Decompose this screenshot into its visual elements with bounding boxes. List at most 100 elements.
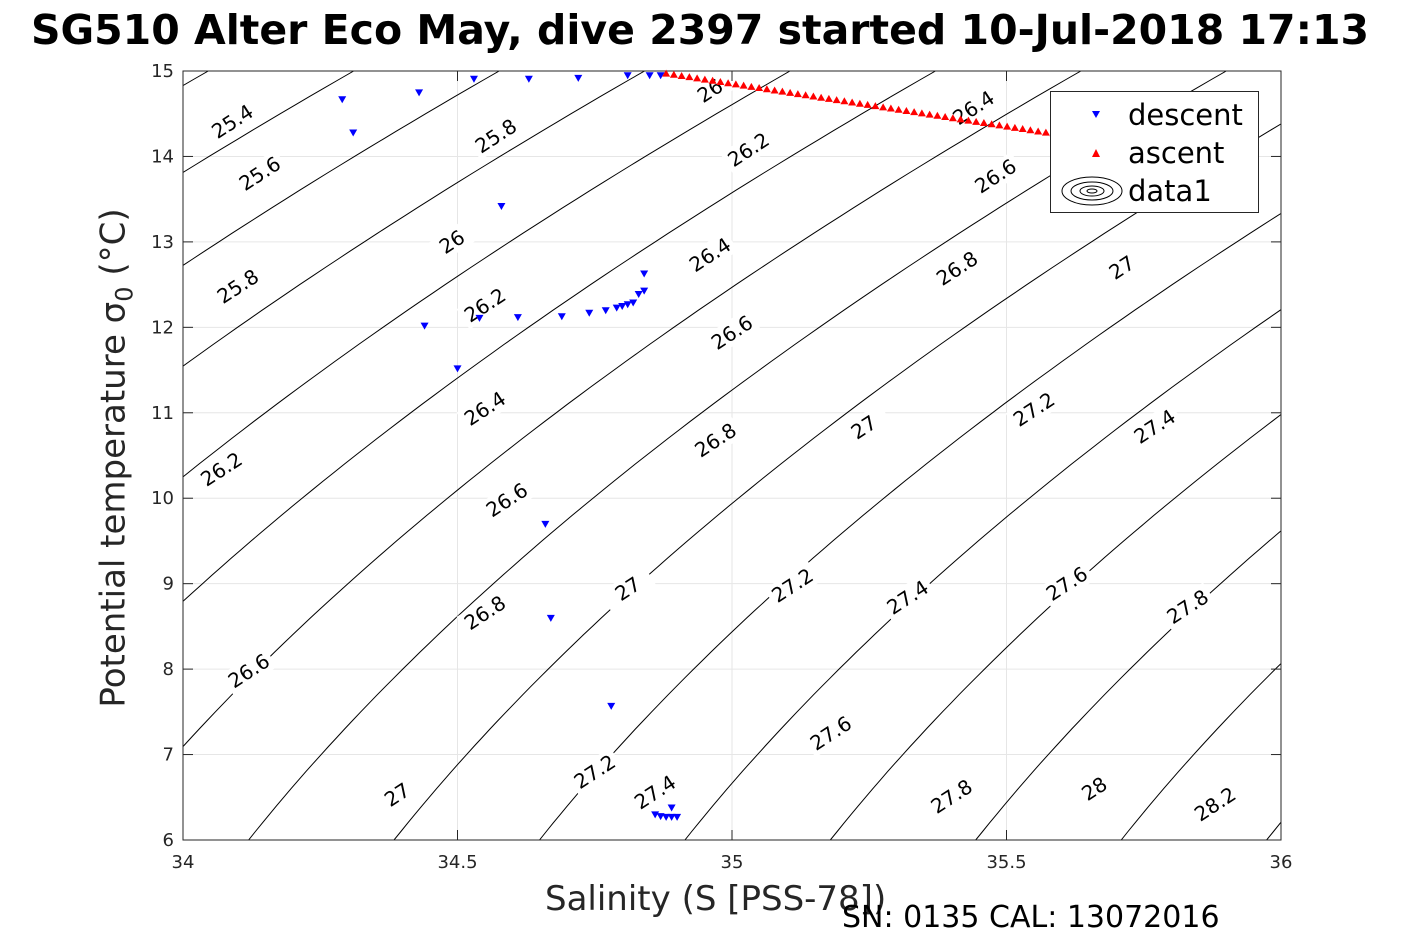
contour-label-bg — [566, 747, 624, 796]
legend-label-descent: descent — [1128, 98, 1243, 132]
ascent-point — [747, 82, 756, 90]
contour-label-bg — [423, 217, 481, 267]
isopycnal-line — [975, 530, 1281, 840]
y-tick-label: 11 — [151, 403, 174, 424]
ascent-point — [941, 112, 950, 120]
legend-ascent-marker — [1092, 149, 1100, 157]
contour-label-bg — [599, 564, 657, 614]
descent-point — [453, 365, 462, 373]
ascent-point — [662, 69, 671, 77]
legend-item-data1[interactable]: data1 — [1051, 172, 1260, 208]
legend-item-descent[interactable]: descent — [1051, 96, 1260, 132]
ascent-point — [964, 116, 973, 124]
y-tick-label: 12 — [151, 317, 174, 338]
legend-label-ascent: ascent — [1128, 136, 1225, 170]
descent-point — [415, 89, 424, 97]
contour-label-bg — [1093, 243, 1151, 292]
ascent-point — [886, 104, 895, 112]
ascent-point — [786, 88, 795, 96]
ascent-point — [762, 85, 771, 93]
descent-point — [557, 313, 566, 321]
descent-point — [338, 96, 347, 104]
contour-label-bg — [456, 588, 514, 637]
x-tick-label: 35 — [721, 852, 744, 873]
x-tick-label: 36 — [1270, 852, 1293, 873]
contour-label-bg — [681, 230, 739, 279]
ascent-point — [770, 86, 779, 94]
ascent-point — [817, 93, 826, 101]
contour-label-bg — [1126, 402, 1184, 451]
contour-label-bg — [626, 767, 684, 817]
descent-point — [585, 309, 594, 317]
ascent-point — [956, 115, 965, 123]
descent-point — [673, 813, 682, 821]
contour-label-bg — [703, 308, 761, 357]
ascent-point — [848, 98, 857, 106]
descent-point — [667, 804, 676, 812]
contour-label-bg — [467, 111, 525, 161]
descent-point — [640, 270, 649, 278]
contour-label-bg — [204, 97, 261, 146]
contour-label-bg — [720, 125, 777, 174]
contour-label-bg — [231, 149, 289, 198]
ascent-point — [995, 121, 1004, 129]
y-tick-label: 10 — [151, 488, 174, 509]
ascent-point — [948, 114, 957, 122]
contour-label-bg — [456, 384, 514, 433]
contour-label-bg — [456, 280, 514, 330]
ascent-point — [1041, 128, 1050, 136]
legend-label-data1: data1 — [1128, 174, 1212, 208]
y-tick-label: 9 — [163, 574, 174, 595]
contour-label-bg — [928, 244, 986, 293]
y-tick-label: 14 — [151, 146, 174, 167]
x-tick-label: 34.5 — [437, 852, 477, 873]
legend-item-ascent[interactable]: ascent — [1051, 134, 1260, 170]
ascent-point — [863, 100, 872, 108]
contour-label-bg — [220, 646, 278, 696]
y-axis-label-symbol: σ — [93, 301, 134, 324]
ascent-point — [902, 106, 911, 114]
legend[interactable]: descent ascent data1 — [1050, 91, 1259, 213]
contour-label-bg — [764, 561, 821, 610]
chart-title: SG510 Alter Eco May, dive 2397 started 1… — [30, 6, 1370, 54]
y-tick-label: 6 — [163, 830, 174, 851]
descent-point — [667, 813, 676, 821]
isopycnal-line — [183, 71, 1082, 748]
contour-label-bg — [802, 708, 860, 758]
contour-label-bg — [1065, 764, 1123, 813]
ascent-point — [933, 111, 942, 119]
ascent-point — [685, 73, 694, 81]
y-axis-label-main: Potential temperature — [93, 323, 134, 708]
ascent-point — [894, 105, 903, 113]
descent-point — [634, 291, 643, 299]
ascent-point — [669, 70, 678, 78]
descent-point — [623, 72, 632, 80]
descent-point — [574, 74, 583, 82]
ascent-point — [708, 76, 717, 84]
isopycnal-line — [829, 413, 1281, 840]
y-tick-label: 8 — [163, 659, 174, 680]
ascent-point — [879, 103, 888, 111]
descent-point — [607, 702, 616, 710]
contour-label-bg — [1159, 582, 1217, 631]
isopycnal-line — [183, 71, 791, 478]
x-axis-label: Salinity (S [PSS-78]) — [545, 879, 887, 919]
contour-label-bg — [967, 151, 1024, 201]
isopycnal-line — [1266, 821, 1281, 840]
contour-label-bg — [368, 770, 426, 819]
y-tick-label: 7 — [163, 745, 174, 766]
legend-contour-icon — [1061, 176, 1123, 206]
ascent-point — [1034, 127, 1043, 135]
ascent-point — [731, 80, 740, 88]
descent-point — [640, 287, 649, 295]
contour-label-bg — [1038, 559, 1096, 608]
descent-point — [612, 304, 621, 312]
ascent-point — [1018, 125, 1027, 133]
ascent-point — [840, 97, 849, 105]
descent-point — [524, 75, 533, 83]
contour-label-bg — [681, 66, 739, 115]
ascent-point — [972, 117, 981, 125]
y-tick-label: 15 — [151, 61, 174, 82]
legend-descent-marker — [1092, 111, 1100, 118]
